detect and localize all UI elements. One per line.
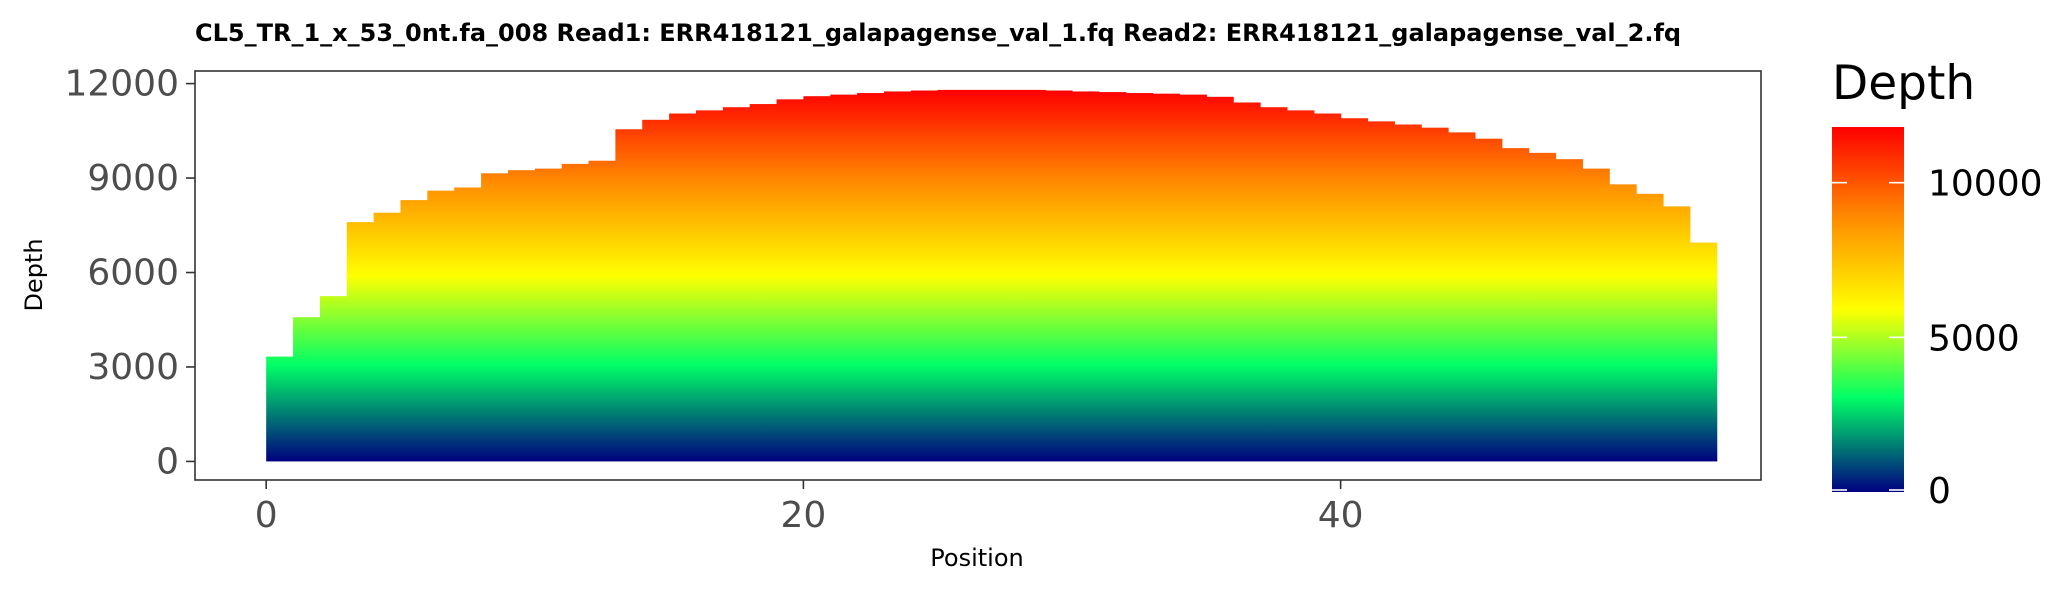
color-legend: Depth 0 5000 10000 (1832, 56, 2043, 512)
coverage-bar (695, 110, 724, 462)
coverage-bar (1528, 152, 1557, 462)
coverage-bar (1098, 92, 1127, 462)
coverage-bar (266, 356, 294, 462)
coverage-bar (1609, 184, 1637, 462)
coverage-bar (1421, 127, 1449, 462)
coverage-steps (266, 89, 1718, 462)
x-tick-label: 40 (1318, 495, 1364, 536)
coverage-bar (1260, 107, 1288, 462)
y-tick-label: 3000 (87, 347, 179, 388)
coverage-bar (1474, 138, 1503, 462)
legend-label: 10000 (1928, 164, 2043, 205)
coverage-bar (830, 94, 858, 462)
coverage-bar (1555, 159, 1583, 462)
coverage-bar (1662, 206, 1691, 462)
coverage-bar (642, 119, 670, 462)
coverage-bar (561, 163, 590, 462)
coverage-bar (293, 317, 321, 462)
coverage-bar (669, 113, 697, 462)
coverage-bar (481, 173, 509, 462)
coverage-bar (964, 89, 993, 462)
coverage-bar (507, 170, 536, 462)
legend-ticks: 0 5000 10000 (1832, 164, 2043, 512)
coverage-bar (427, 190, 455, 462)
coverage-bar (722, 107, 751, 462)
coverage-bar (1636, 193, 1664, 462)
coverage-bar (910, 90, 939, 462)
coverage-bar (1394, 124, 1422, 462)
coverage-bar (776, 99, 805, 462)
legend-title: Depth (1832, 56, 1975, 111)
coverage-bar (883, 91, 912, 462)
coverage-bar (1018, 89, 1046, 462)
coverage-bar (588, 160, 616, 462)
x-axis: 0 20 40 (255, 480, 1364, 536)
coverage-bar (615, 129, 643, 462)
coverage-bar (346, 222, 375, 462)
coverage-bar (319, 296, 348, 462)
coverage-bar (1233, 102, 1261, 462)
panel-border (194, 70, 1762, 481)
y-tick-label: 6000 (87, 253, 179, 294)
coverage-bar (1125, 93, 1154, 462)
coverage-bar (749, 104, 778, 462)
legend-label: 0 (1928, 471, 1951, 512)
coverage-bar (1501, 148, 1530, 462)
coverage-bar (1582, 168, 1610, 462)
x-axis-title: Position (930, 544, 1023, 572)
coverage-bar (803, 96, 831, 462)
coverage-bar (400, 200, 428, 462)
y-tick-label: 0 (156, 441, 179, 482)
coverage-bar (1286, 110, 1315, 462)
y-axis: 0 3000 6000 9000 12000 (64, 64, 195, 482)
coverage-bar (857, 93, 885, 462)
coverage-bar (991, 89, 1019, 462)
coverage-bar (1152, 93, 1181, 462)
coverage-bar (1313, 113, 1342, 462)
coverage-bar (373, 212, 402, 462)
coverage-bar (454, 187, 482, 462)
x-tick-label: 20 (780, 495, 826, 536)
legend-colorbar (1832, 127, 1904, 492)
coverage-bar (1367, 121, 1395, 462)
coverage-bar (1340, 118, 1369, 462)
coverage-bar (534, 168, 563, 462)
y-axis-title: Depth (20, 238, 48, 311)
coverage-bar (1072, 91, 1100, 462)
coverage-bar (937, 89, 966, 462)
coverage-bar (1689, 242, 1718, 462)
plot-panel (194, 70, 1762, 481)
x-tick-label: 0 (255, 495, 278, 536)
coverage-bar (1206, 96, 1234, 462)
chart-title: CL5_TR_1_x_53_0nt.fa_008 Read1: ERR41812… (195, 19, 1681, 47)
coverage-bar (1045, 90, 1073, 462)
y-tick-label: 9000 (87, 158, 179, 199)
coverage-bar (1448, 132, 1476, 462)
legend-label: 5000 (1928, 318, 2020, 359)
y-tick-label: 12000 (64, 64, 179, 105)
coverage-bar (1179, 94, 1207, 462)
